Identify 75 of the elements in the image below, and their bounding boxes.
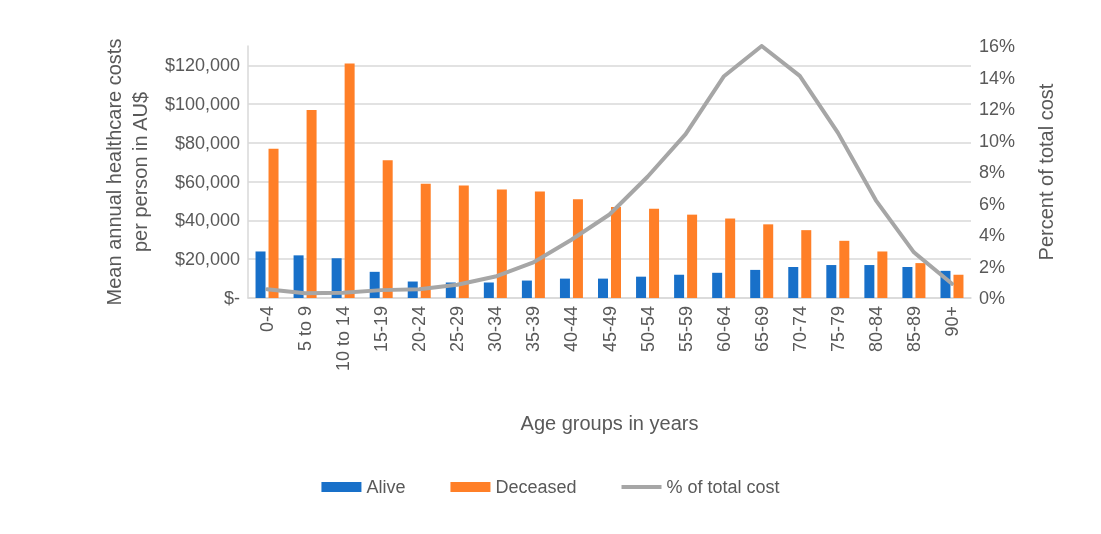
bar <box>826 265 837 298</box>
x-tick-label: 40-44 <box>561 306 582 353</box>
legend-label: Deceased <box>495 477 577 497</box>
bar <box>839 240 850 298</box>
x-tick-label: 35-39 <box>523 306 544 353</box>
y2-tick-label: 14% <box>979 67 1016 88</box>
x-tick-label: 0-4 <box>257 306 278 333</box>
bar <box>344 63 355 298</box>
x-tick-label: 15-19 <box>371 306 392 353</box>
x-tick-label: 65-69 <box>751 306 772 353</box>
bar <box>763 224 774 298</box>
x-tick-label: 5 to 9 <box>295 306 316 352</box>
y-tick-label: $40,000 <box>174 210 240 231</box>
y-tick-label: $60,000 <box>174 171 240 192</box>
bar <box>788 266 799 298</box>
bar <box>572 199 583 298</box>
x-tick-label: 60-64 <box>713 306 734 353</box>
bar <box>598 278 608 298</box>
y2-tick-label: 4% <box>979 225 1006 245</box>
x-tick-label: 85-89 <box>903 306 924 353</box>
bar <box>801 230 812 298</box>
bar <box>687 214 698 298</box>
y2-tick-label: 2% <box>979 256 1006 277</box>
y2-axis-title: Percent of total cost <box>1035 83 1057 261</box>
bar <box>521 280 532 298</box>
bar <box>496 189 507 298</box>
y-axis-title: Mean annual healthcare costs per person in AU$ <box>103 38 151 306</box>
y2-tick-label: 0% <box>979 288 1006 308</box>
bar <box>649 208 660 298</box>
y-tick-label: $80,000 <box>174 132 240 153</box>
x-tick-label: 10 to 14 <box>333 306 354 372</box>
y2-tick-label: 12% <box>979 99 1016 119</box>
bar <box>725 218 736 298</box>
bar <box>420 183 431 298</box>
bar <box>559 278 570 298</box>
bar <box>382 160 393 298</box>
y2-tick-label: 16% <box>979 36 1016 56</box>
x-tick-label: 30-34 <box>485 306 506 353</box>
x-tick-label: 50-54 <box>637 306 658 353</box>
bar <box>255 251 266 298</box>
x-tick-label: 75-79 <box>827 306 848 353</box>
bar <box>483 282 494 298</box>
bar <box>306 109 317 298</box>
bar <box>611 206 621 298</box>
bar <box>636 276 647 298</box>
line-series <box>265 44 954 296</box>
bar <box>915 263 926 298</box>
bar <box>902 266 913 298</box>
y-tick-label: $120,000 <box>164 55 240 76</box>
x-tick-label: 25-29 <box>447 306 468 353</box>
bar <box>750 269 761 298</box>
y2-tick-label: 10% <box>979 130 1016 151</box>
x-tick-label: 70-74 <box>789 306 810 353</box>
legend-label: Alive <box>366 477 406 497</box>
x-tick-label: 90+ <box>941 306 962 337</box>
x-tick-label: 20-24 <box>409 306 430 353</box>
legend-label: % of total cost <box>666 477 780 497</box>
bar <box>268 148 279 298</box>
x-tick-label: 45-49 <box>599 306 620 353</box>
x-axis-title: Age groups in years <box>520 412 699 434</box>
bar <box>534 191 545 298</box>
y-tick-label: $- <box>223 288 240 308</box>
bar <box>864 265 875 298</box>
bar <box>674 274 685 298</box>
y2-tick-label: 6% <box>979 193 1006 214</box>
x-tick-label: 55-59 <box>675 306 696 353</box>
y-tick-label: $100,000 <box>164 94 240 115</box>
y-tick-label: $20,000 <box>174 249 240 270</box>
bar <box>458 185 469 298</box>
y2-tick-label: 8% <box>979 162 1006 182</box>
bar <box>953 274 964 298</box>
x-tick-label: 80-84 <box>865 306 886 353</box>
bar <box>712 272 723 298</box>
bar <box>877 251 888 298</box>
bar <box>331 258 342 298</box>
